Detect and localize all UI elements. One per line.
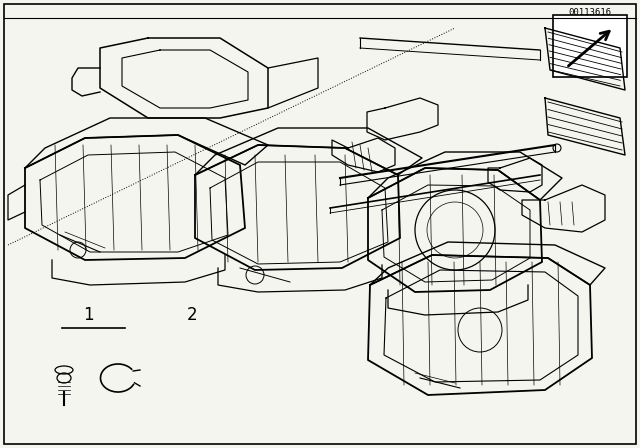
Text: 2: 2 xyxy=(187,306,197,324)
Text: 1: 1 xyxy=(83,306,93,324)
Text: 00113616: 00113616 xyxy=(568,8,611,17)
Bar xyxy=(553,15,627,77)
